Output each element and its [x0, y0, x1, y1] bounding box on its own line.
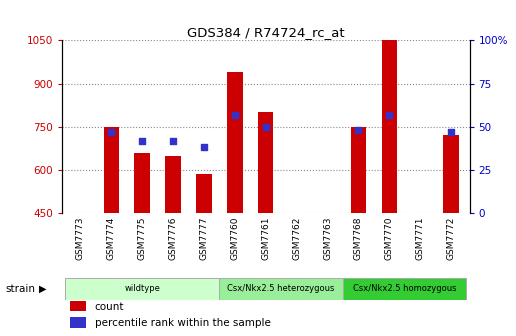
- Title: GDS384 / R74724_rc_at: GDS384 / R74724_rc_at: [187, 26, 345, 39]
- Text: GSM7768: GSM7768: [354, 216, 363, 260]
- Bar: [227, 72, 243, 213]
- Bar: [65, 278, 219, 300]
- Point: [200, 145, 208, 150]
- Text: wildtype: wildtype: [124, 284, 160, 293]
- Text: strain: strain: [5, 284, 35, 294]
- Point: [138, 138, 147, 143]
- Text: GSM7773: GSM7773: [76, 216, 85, 260]
- Text: GSM7776: GSM7776: [169, 216, 178, 260]
- Text: Csx/Nkx2.5 homozygous: Csx/Nkx2.5 homozygous: [353, 284, 457, 293]
- Text: GSM7775: GSM7775: [138, 216, 147, 260]
- Bar: [70, 318, 86, 328]
- Text: ▶: ▶: [39, 284, 46, 294]
- Text: Csx/Nkx2.5 heterozygous: Csx/Nkx2.5 heterozygous: [228, 284, 335, 293]
- Point: [231, 112, 239, 117]
- Bar: [104, 127, 119, 213]
- Text: GSM7760: GSM7760: [230, 216, 239, 260]
- Bar: [219, 278, 343, 300]
- Bar: [443, 135, 459, 213]
- Text: GSM7772: GSM7772: [446, 216, 456, 260]
- Point: [107, 129, 116, 135]
- Text: percentile rank within the sample: percentile rank within the sample: [94, 318, 270, 328]
- Point: [447, 129, 455, 135]
- Bar: [70, 301, 86, 311]
- Text: GSM7761: GSM7761: [261, 216, 270, 260]
- Bar: [196, 174, 212, 213]
- Bar: [135, 153, 150, 213]
- Text: GSM7770: GSM7770: [385, 216, 394, 260]
- Point: [385, 112, 393, 117]
- Text: GSM7763: GSM7763: [323, 216, 332, 260]
- Bar: [165, 156, 181, 213]
- Text: count: count: [94, 302, 124, 312]
- Bar: [343, 278, 466, 300]
- Point: [354, 127, 363, 133]
- Bar: [351, 127, 366, 213]
- Bar: [381, 40, 397, 213]
- Point: [262, 124, 270, 129]
- Point: [169, 138, 177, 143]
- Text: GSM7762: GSM7762: [292, 216, 301, 260]
- Text: GSM7777: GSM7777: [200, 216, 208, 260]
- Bar: [258, 112, 273, 213]
- Text: GSM7774: GSM7774: [107, 216, 116, 260]
- Text: GSM7771: GSM7771: [416, 216, 425, 260]
